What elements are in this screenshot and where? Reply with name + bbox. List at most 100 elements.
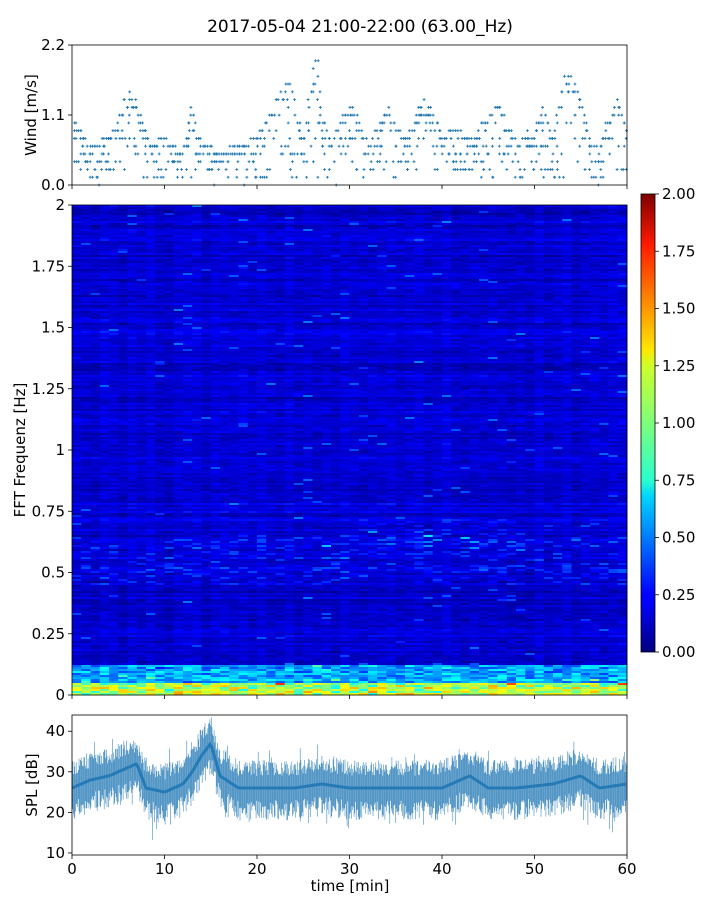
wind-point [281, 98, 285, 101]
wind-point [311, 160, 315, 164]
wind-point [509, 144, 513, 148]
wind-point [569, 74, 573, 78]
wind-point [456, 168, 459, 171]
wind-point [265, 168, 269, 171]
wind-y-ticks: 0.01.12.2 [41, 36, 72, 194]
wind-point [316, 98, 319, 101]
wind-point [424, 129, 428, 133]
wind-point [428, 113, 432, 117]
wind-point [180, 168, 183, 171]
wind-point [95, 144, 99, 148]
wind-point [589, 144, 593, 148]
wind-point [168, 144, 172, 148]
wind-point [299, 137, 303, 140]
wind-point [159, 168, 163, 171]
wind-point [615, 98, 619, 101]
wind-point [293, 113, 297, 117]
wind-point [622, 121, 626, 125]
wind-y-tick-label: 1.1 [41, 106, 65, 124]
wind-point [569, 121, 573, 125]
wind-point [155, 175, 159, 179]
wind-point [365, 137, 368, 140]
wind-point [408, 137, 411, 140]
wind-point [104, 168, 108, 171]
wind-point [314, 59, 317, 63]
wind-point [391, 160, 395, 164]
wind-point [127, 113, 131, 117]
wind-point [401, 152, 405, 156]
wind-point [352, 113, 356, 117]
wind-point [369, 160, 373, 164]
wind-point [323, 121, 327, 125]
wind-point [560, 152, 563, 156]
wind-point [388, 113, 391, 117]
wind-point [319, 105, 322, 109]
wind-point [136, 152, 140, 156]
wind-point [494, 121, 497, 125]
wind-point [288, 137, 292, 140]
wind-point [136, 113, 140, 117]
wind-point [355, 121, 358, 125]
wind-point [226, 175, 230, 179]
wind-point [265, 121, 269, 125]
wind-point [210, 144, 214, 148]
wind-point [138, 129, 142, 133]
wind-point [302, 152, 306, 156]
wind-point [132, 137, 136, 140]
wind-point [399, 160, 403, 164]
wind-point [274, 129, 278, 133]
wind-point [555, 113, 558, 117]
wind-point [187, 129, 191, 133]
wind-point [613, 105, 616, 109]
wind-point [518, 168, 522, 171]
wind-point [185, 168, 188, 171]
wind-point [134, 105, 138, 109]
wind-point [456, 137, 460, 140]
wind-point [534, 160, 538, 164]
wind-point [378, 160, 382, 164]
wind-point [313, 82, 317, 86]
wind-point [592, 144, 596, 148]
wind-point [152, 175, 156, 179]
wind-point [407, 129, 411, 133]
wind-point [488, 168, 492, 171]
wind-point [277, 113, 281, 117]
wind-point [357, 129, 361, 133]
wind-point [467, 168, 471, 171]
wind-point [189, 175, 193, 179]
wind-point [217, 152, 221, 156]
wind-point [107, 152, 110, 156]
figure-title: 2017-05-04 21:00-22:00 (63.00_Hz) [207, 17, 513, 37]
wind-point [139, 113, 143, 117]
wind-point [245, 175, 249, 179]
wind-point [181, 175, 184, 179]
wind-point [394, 175, 398, 179]
wind-point [541, 105, 545, 109]
wind-point [91, 175, 94, 179]
wind-point [566, 90, 570, 94]
wind-point [424, 121, 428, 125]
wind-point [615, 168, 619, 171]
wind-point [392, 121, 396, 125]
wind-point [106, 160, 110, 164]
wind-point [459, 160, 463, 164]
wind-point [422, 98, 426, 101]
wind-scatter-points [72, 59, 628, 187]
wind-point [260, 129, 264, 133]
wind-point [535, 129, 539, 133]
wind-point [83, 137, 87, 140]
wind-point [384, 160, 388, 164]
wind-point [316, 74, 320, 78]
wind-point [465, 152, 469, 156]
wind-point [145, 160, 149, 164]
wind-point [584, 121, 588, 125]
wind-point [481, 160, 485, 164]
wind-point [288, 82, 292, 86]
wind-point [102, 144, 105, 148]
wind-point [313, 137, 317, 140]
wind-point [112, 168, 115, 171]
wind-point [382, 113, 386, 117]
wind-point [550, 160, 554, 164]
wind-point [567, 82, 571, 86]
